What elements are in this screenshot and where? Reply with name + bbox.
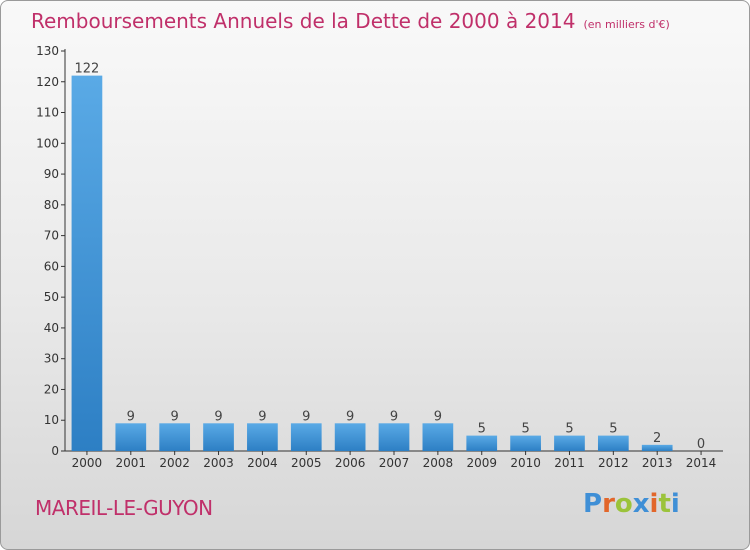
data-label: 5 <box>478 422 486 437</box>
data-label: 9 <box>346 409 354 424</box>
chart-title: Remboursements Annuels de la Dette de 20… <box>31 9 670 33</box>
y-tick-label: 70 <box>44 229 59 243</box>
x-tick-label: 2013 <box>642 456 673 470</box>
data-label: 9 <box>302 409 310 424</box>
data-label: 122 <box>75 62 100 77</box>
y-tick-label: 80 <box>44 198 59 212</box>
bar <box>334 423 366 451</box>
y-tick-label: 40 <box>44 321 59 335</box>
bar <box>466 435 498 451</box>
bar <box>203 423 234 451</box>
data-label: 9 <box>434 409 442 424</box>
bar <box>554 435 585 451</box>
x-tick-label: 2004 <box>247 456 278 470</box>
x-tick-label: 2003 <box>203 456 234 470</box>
x-tick-label: 2000 <box>72 456 103 470</box>
x-tick-label: 2014 <box>686 456 717 470</box>
commune-name: MAREIL-LE-GUYON <box>35 496 213 520</box>
logo-letter: r <box>602 489 615 519</box>
x-tick-label: 2005 <box>291 456 322 470</box>
bar <box>378 423 410 451</box>
data-label: 9 <box>171 409 179 424</box>
bar <box>115 423 147 451</box>
y-tick-label: 60 <box>44 259 59 273</box>
y-tick-label: 110 <box>36 106 59 120</box>
bar <box>159 423 191 451</box>
x-tick-label: 2002 <box>159 456 190 470</box>
y-tick-label: 20 <box>44 382 59 396</box>
data-label: 9 <box>390 409 398 424</box>
bar <box>290 423 322 451</box>
x-tick-label: 2010 <box>510 456 541 470</box>
data-label: 2 <box>653 431 661 446</box>
x-tick-label: 2006 <box>335 456 366 470</box>
bar <box>71 75 103 451</box>
x-tick-label: 2012 <box>598 456 629 470</box>
bar <box>597 435 629 451</box>
x-tick-label: 2007 <box>379 456 410 470</box>
logo-letter: i <box>649 489 659 519</box>
logo-letter: x <box>632 489 650 519</box>
y-tick-label: 0 <box>51 444 59 458</box>
bar <box>247 423 278 451</box>
bar <box>422 423 454 451</box>
logo-letter: o <box>614 489 633 519</box>
bar <box>510 435 541 451</box>
data-label: 5 <box>609 422 617 437</box>
bar <box>641 444 673 451</box>
x-tick-label: 2011 <box>554 456 585 470</box>
data-label: 0 <box>697 437 705 452</box>
y-tick-label: 130 <box>36 44 59 58</box>
x-tick-label: 2009 <box>466 456 497 470</box>
data-label: 9 <box>258 409 266 424</box>
y-tick-label: 120 <box>36 75 59 89</box>
chart-title-text: Remboursements Annuels de la Dette de 20… <box>31 9 576 33</box>
x-tick-label: 2008 <box>423 456 454 470</box>
logo-letter: t <box>658 489 671 519</box>
proxiti-logo: Proxiti <box>583 489 680 519</box>
x-tick-label: 2001 <box>116 456 147 470</box>
logo-letter: i <box>670 489 680 519</box>
y-tick-label: 100 <box>36 136 59 150</box>
y-tick-label: 50 <box>44 290 59 304</box>
data-label: 9 <box>214 409 222 424</box>
data-label: 5 <box>565 422 573 437</box>
y-tick-label: 30 <box>44 352 59 366</box>
logo-letter: P <box>583 489 603 519</box>
y-tick-label: 10 <box>44 413 59 427</box>
y-tick-label: 90 <box>44 167 59 181</box>
data-label: 9 <box>127 409 135 424</box>
unit-note: (en milliers d'€) <box>583 18 670 31</box>
data-label: 5 <box>521 422 529 437</box>
